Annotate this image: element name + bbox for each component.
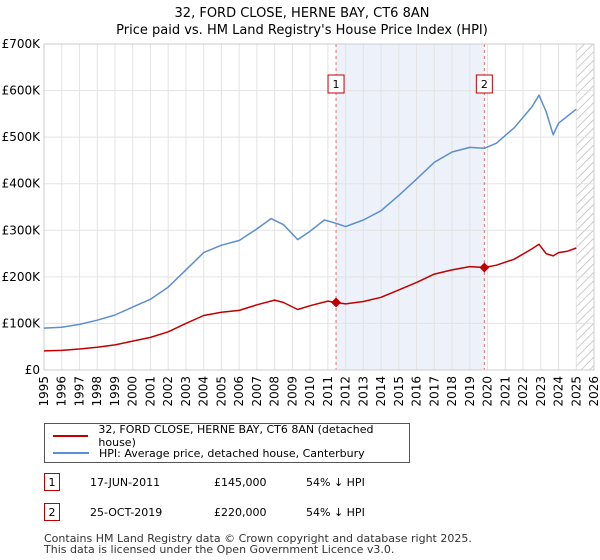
x-tick-label-2004: 2004 xyxy=(197,376,211,407)
transaction-hpi-1: 54% ↓ HPI xyxy=(306,476,365,489)
chart-title: 32, FORD CLOSE, HERNE BAY, CT6 8AN xyxy=(175,6,430,21)
sale-label-2: 2 xyxy=(481,78,488,91)
x-tick-label-2008: 2008 xyxy=(268,376,282,407)
price-chart: 32, FORD CLOSE, HERNE BAY, CT6 8AN Price… xyxy=(2,6,600,407)
x-tick-label-1995: 1995 xyxy=(37,376,51,407)
x-tick-label-2019: 2019 xyxy=(463,376,477,407)
x-tick-label-2005: 2005 xyxy=(214,376,228,407)
legend-item-hpi: HPI: Average price, detached house, Cant… xyxy=(53,445,365,461)
x-tick-label-2018: 2018 xyxy=(445,376,459,407)
x-tick-label-2007: 2007 xyxy=(250,376,264,407)
legend-label-hpi: HPI: Average price, detached house, Cant… xyxy=(99,446,365,460)
y-tick-label-3: £300K xyxy=(2,223,42,237)
transaction-badge-1: 1 xyxy=(44,473,60,491)
x-tick-label-2014: 2014 xyxy=(374,376,388,407)
x-tick-label-2011: 2011 xyxy=(321,376,335,407)
transaction-hpi-2: 54% ↓ HPI xyxy=(306,506,365,519)
legend-swatch-property xyxy=(53,435,89,437)
x-tick-label-2001: 2001 xyxy=(143,376,157,407)
sale-label-box-2 xyxy=(475,74,493,94)
x-tick-label-2010: 2010 xyxy=(303,376,317,407)
x-tick-label-2024: 2024 xyxy=(552,376,566,407)
y-tick-label-5: £500K xyxy=(2,130,42,144)
x-tick-label-2002: 2002 xyxy=(161,376,175,407)
x-tick-label-2012: 2012 xyxy=(339,376,353,407)
x-tick-label-2006: 2006 xyxy=(232,376,246,407)
y-tick-label-6: £600K xyxy=(2,84,42,98)
x-tick-label-2023: 2023 xyxy=(534,376,548,407)
legend-item-property: 32, FORD CLOSE, HERNE BAY, CT6 8AN (deta… xyxy=(53,423,409,449)
transaction-date-1: 17-JUN-2011 xyxy=(90,476,161,489)
transaction-date-2: 25-OCT-2019 xyxy=(90,506,163,519)
x-tick-label-2021: 2021 xyxy=(498,376,512,407)
legend-swatch-hpi xyxy=(53,452,89,454)
transaction-price-1: £145,000 xyxy=(214,476,267,489)
y-tick-label-2: £200K xyxy=(2,270,42,284)
legend: 32, FORD CLOSE, HERNE BAY, CT6 8AN (deta… xyxy=(44,423,410,463)
footer: Contains HM Land Registry data © Crown c… xyxy=(44,533,472,555)
y-tick-label-1: £100K xyxy=(2,316,42,330)
x-tick-label-2016: 2016 xyxy=(410,376,424,407)
x-tick-label-2020: 2020 xyxy=(481,376,495,407)
plot-border xyxy=(43,43,595,371)
x-tick-label-2000: 2000 xyxy=(126,376,140,407)
x-tick-label-2025: 2025 xyxy=(569,376,583,407)
legend-label-property: 32, FORD CLOSE, HERNE BAY, CT6 8AN (deta… xyxy=(98,423,374,449)
x-tick-label-1998: 1998 xyxy=(90,376,104,407)
plot-area: 1 2 £0 £100K £200K £300K £400K £500K £600K £700K 1… xyxy=(2,37,600,407)
chart-subtitle: Price paid vs. HM Land Registry's House … xyxy=(116,23,488,38)
transaction-badge-2: 2 xyxy=(44,503,60,521)
x-tick-label-1996: 1996 xyxy=(55,376,69,407)
y-tick-label-7: £700K xyxy=(2,37,42,51)
footer-licence: This data is licensed under the Open Gov… xyxy=(44,543,395,556)
footer-copyright: Contains HM Land Registry data © Crown c… xyxy=(44,532,472,545)
y-tick-label-0: £0 xyxy=(25,363,40,377)
sale-point-1 xyxy=(331,297,341,308)
x-tick-label-2015: 2015 xyxy=(392,376,406,407)
hpi-line xyxy=(43,94,577,329)
x-tick-label-2009: 2009 xyxy=(285,376,299,407)
x-tick-label-2003: 2003 xyxy=(179,376,193,407)
x-tick-label-2026: 2026 xyxy=(587,376,600,407)
sale-label-1: 1 xyxy=(333,78,340,91)
transaction-price-2: £220,000 xyxy=(214,506,267,519)
x-tick-label-2013: 2013 xyxy=(356,376,370,407)
between-sales-region xyxy=(336,44,485,370)
plot-background xyxy=(44,44,594,370)
sale-label-box-1 xyxy=(327,74,345,94)
x-tick-label-1997: 1997 xyxy=(72,376,86,407)
forecast-region xyxy=(576,44,594,370)
x-tick-label-2017: 2017 xyxy=(427,376,441,407)
x-tick-label-1999: 1999 xyxy=(108,376,122,407)
y-tick-label-4: £400K xyxy=(2,177,42,191)
sale-point-2 xyxy=(479,262,490,273)
x-tick-label-2022: 2022 xyxy=(516,376,530,407)
